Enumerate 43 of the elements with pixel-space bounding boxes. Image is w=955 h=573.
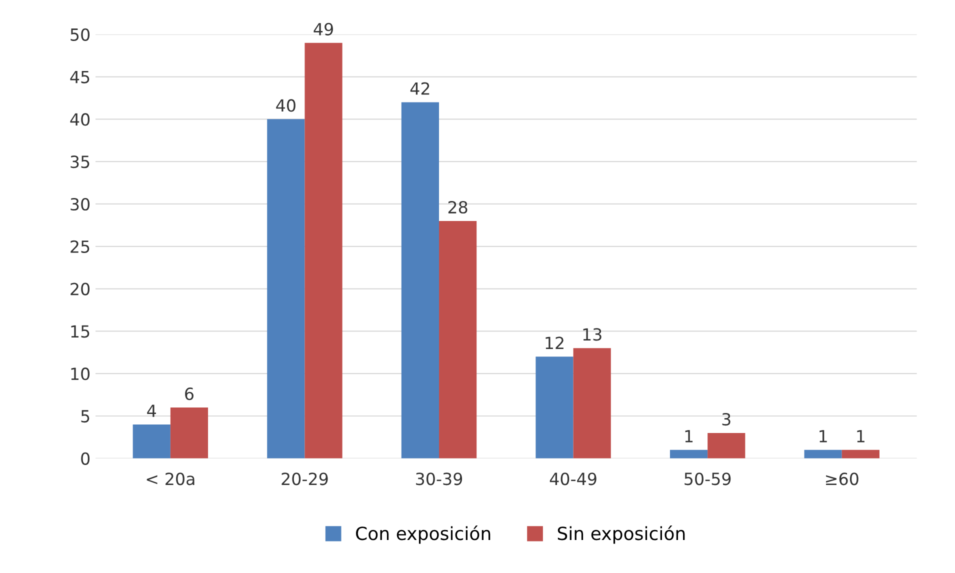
data-label: 1 (820, 430, 827, 442)
x-tick-label: < 20a (146, 472, 194, 486)
bar (573, 348, 611, 458)
bar (708, 432, 746, 458)
bar (804, 450, 842, 458)
bar (170, 408, 208, 458)
y-tick-label: 45 (70, 70, 90, 84)
x-tick-label: 20-29 (282, 472, 328, 486)
data-label: 49 (314, 22, 333, 36)
bar (439, 220, 477, 458)
y-tick-label: 15 (71, 325, 90, 338)
bar (536, 356, 574, 458)
y-tick-label: 35 (70, 156, 90, 168)
y-tick-label: 50 (70, 28, 90, 41)
y-tick-label: 30 (70, 198, 90, 211)
y-tick-label: 0 (81, 452, 90, 465)
data-label: 12 (546, 336, 564, 349)
bar (842, 450, 880, 458)
data-label: 42 (410, 82, 430, 95)
y-tick-label: 25 (70, 240, 90, 253)
data-label: 1 (685, 430, 693, 442)
y-tick-label: 5 (81, 410, 90, 423)
bar (132, 424, 170, 458)
y-tick-label: 40 (70, 113, 90, 126)
data-label: 13 (583, 328, 602, 341)
bar (267, 119, 305, 458)
data-label: 1 (857, 430, 864, 442)
legend-label: Con exposición (356, 526, 490, 544)
bar (304, 42, 342, 458)
x-tick-label: 50-59 (684, 472, 731, 486)
data-label: 28 (448, 200, 468, 214)
y-tick-label: 10 (71, 368, 90, 380)
bar (670, 450, 708, 458)
x-tick-label: 40-49 (550, 472, 596, 486)
x-tick-label: ≥60 (826, 472, 858, 486)
bar (401, 102, 440, 458)
data-label: 3 (722, 412, 730, 426)
data-label: 6 (185, 388, 194, 400)
legend-label: Sin exposición (558, 526, 685, 544)
y-tick-label: 20 (70, 282, 90, 296)
data-label: 4 (147, 404, 156, 417)
data-label: 40 (276, 99, 296, 112)
x-tick-label: 30-39 (416, 472, 462, 486)
